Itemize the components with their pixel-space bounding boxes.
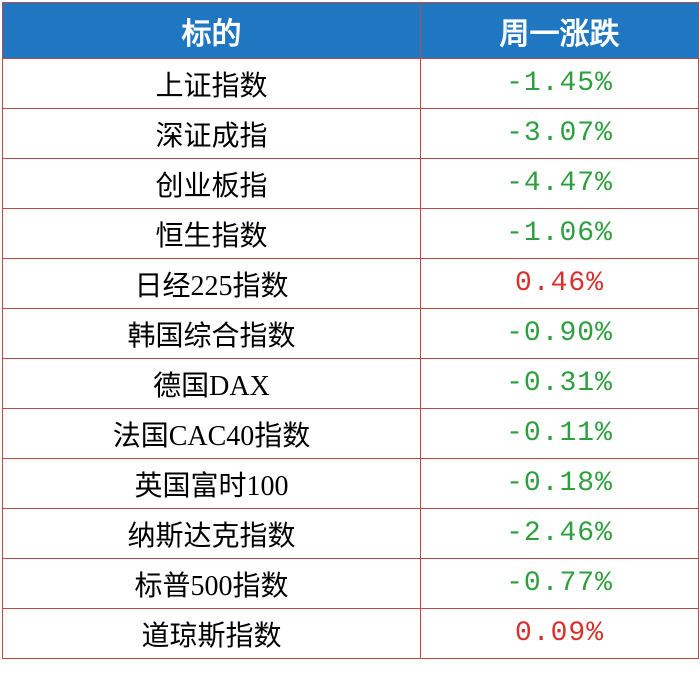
index-name: 日经225指数 [3,259,421,309]
index-name: 纳斯达克指数 [3,509,421,559]
table-row: 创业板指-4.47% [3,159,699,209]
index-change: -0.90% [421,309,699,359]
index-change: -2.46% [421,509,699,559]
index-change: -3.07% [421,109,699,159]
index-name: 恒生指数 [3,209,421,259]
table-row: 上证指数-1.45% [3,59,699,109]
table-header-row: 标的 周一涨跌 [3,3,699,59]
table-row: 深证成指-3.07% [3,109,699,159]
table-row: 标普500指数-0.77% [3,559,699,609]
header-change: 周一涨跌 [421,3,699,59]
index-name: 创业板指 [3,159,421,209]
table-row: 道琼斯指数0.09% [3,609,699,659]
table-row: 纳斯达克指数-2.46% [3,509,699,559]
table-row: 日经225指数0.46% [3,259,699,309]
index-change: -1.06% [421,209,699,259]
index-change: -0.31% [421,359,699,409]
table-body: 上证指数-1.45%深证成指-3.07%创业板指-4.47%恒生指数-1.06%… [3,59,699,659]
index-name: 道琼斯指数 [3,609,421,659]
table-row: 恒生指数-1.06% [3,209,699,259]
header-name: 标的 [3,3,421,59]
index-name: 标普500指数 [3,559,421,609]
index-change: -0.11% [421,409,699,459]
index-name: 韩国综合指数 [3,309,421,359]
index-change: 0.46% [421,259,699,309]
index-name: 法国CAC40指数 [3,409,421,459]
table-row: 韩国综合指数-0.90% [3,309,699,359]
index-change: -0.18% [421,459,699,509]
index-name: 深证成指 [3,109,421,159]
index-name: 德国DAX [3,359,421,409]
table-row: 法国CAC40指数-0.11% [3,409,699,459]
index-change-table: 标的 周一涨跌 上证指数-1.45%深证成指-3.07%创业板指-4.47%恒生… [2,2,699,659]
index-name: 上证指数 [3,59,421,109]
table-row: 英国富时100-0.18% [3,459,699,509]
index-change: -4.47% [421,159,699,209]
index-change: -1.45% [421,59,699,109]
table-row: 德国DAX-0.31% [3,359,699,409]
index-change: 0.09% [421,609,699,659]
index-name: 英国富时100 [3,459,421,509]
index-change: -0.77% [421,559,699,609]
